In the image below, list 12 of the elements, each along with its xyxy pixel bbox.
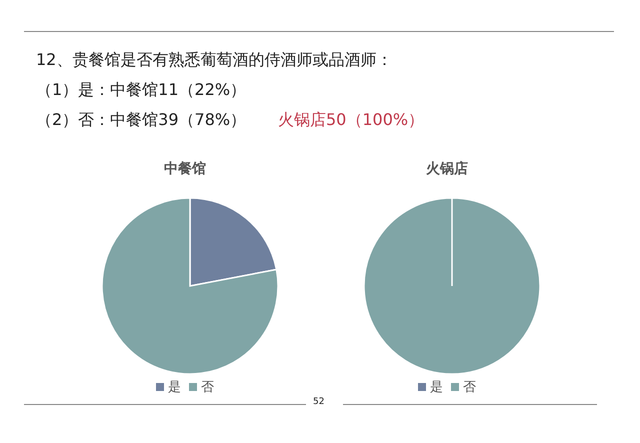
text: （2）否：中餐馆39（78%） <box>36 110 246 129</box>
legend-label: 否 <box>201 379 214 396</box>
legend-label: 是 <box>168 379 181 396</box>
text: 火锅店50（100%） <box>278 110 424 129</box>
text: （1）是：中餐馆11（22%） <box>36 80 246 99</box>
legend-label: 否 <box>463 379 476 396</box>
chart-title: 火锅店 <box>426 160 468 179</box>
text: 12、贵餐馆是否有熟悉葡萄酒的侍酒师或品酒师： <box>36 50 392 69</box>
text: 52 <box>313 397 324 407</box>
chart-title: 中餐馆 <box>164 160 206 179</box>
legend-label: 是 <box>430 379 443 396</box>
pie-slice <box>101 197 279 375</box>
